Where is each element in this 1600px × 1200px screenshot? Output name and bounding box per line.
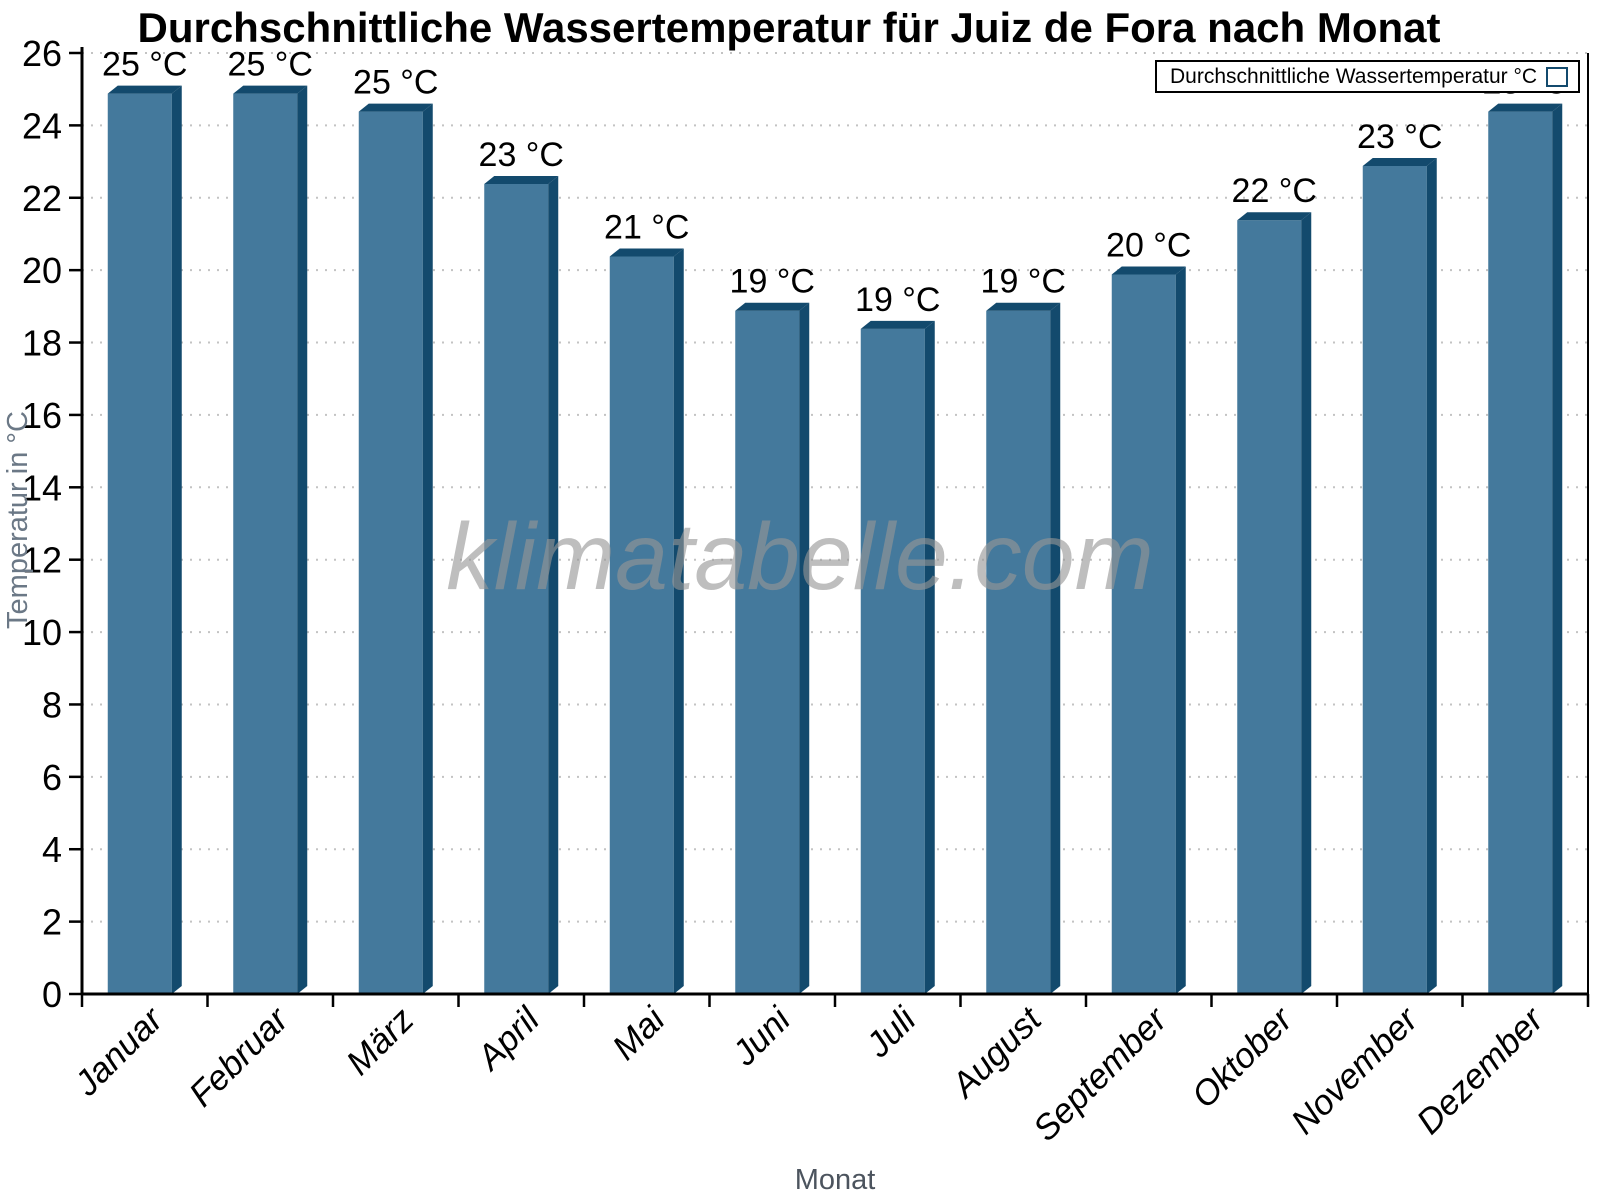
bar-side-november — [1426, 157, 1437, 994]
bar-side-dezember — [1552, 103, 1563, 994]
bar-side-april — [548, 176, 559, 995]
bar-value-label-april: 23 °C — [479, 136, 564, 174]
bar-juli — [860, 320, 935, 994]
bar-side-februar — [297, 85, 308, 995]
y-tick-label-0: 0 — [42, 974, 62, 1015]
y-tick-label-2: 2 — [42, 902, 62, 943]
y-tick-label-6: 6 — [42, 757, 62, 798]
x-category-label-november: November — [1284, 999, 1427, 1142]
bar-mrz — [358, 103, 433, 994]
y-tick-label-10: 10 — [22, 612, 62, 653]
bar-value-label-februar: 25 °C — [228, 46, 313, 84]
bar-side-oktober — [1301, 212, 1312, 994]
bar-side-juli — [924, 320, 935, 994]
x-category-label-april: April — [468, 999, 547, 1078]
bar-januar — [107, 85, 182, 995]
y-tick-label-12: 12 — [22, 540, 62, 581]
bar-september — [1111, 266, 1186, 994]
x-category-label-juni: Juni — [724, 999, 799, 1074]
bar-juni — [735, 302, 810, 994]
bar-front-september — [1111, 274, 1176, 994]
x-category-label-oktober: Oktober — [1184, 999, 1301, 1116]
bar-april — [484, 176, 559, 995]
bar-top-august — [986, 302, 1061, 311]
bar-top-mrz — [358, 103, 433, 112]
x-category-label-september: September — [1026, 999, 1176, 1149]
bar-front-juli — [860, 328, 925, 994]
x-category-label-mrz: März — [339, 1000, 422, 1083]
y-tick-label-26: 26 — [22, 33, 62, 74]
bar-top-februar — [233, 85, 308, 94]
bar-side-mai — [673, 248, 684, 994]
y-tick-label-18: 18 — [22, 323, 62, 364]
bar-front-januar — [107, 93, 172, 995]
bar-front-august — [986, 310, 1051, 994]
bar-top-mai — [609, 248, 684, 257]
bar-top-april — [484, 176, 559, 185]
x-category-label-dezember: Dezember — [1409, 999, 1552, 1142]
bar-value-label-mrz: 25 °C — [353, 64, 438, 102]
bar-front-mrz — [358, 111, 423, 994]
bar-dezember — [1488, 103, 1563, 994]
bar-value-label-september: 20 °C — [1106, 227, 1191, 265]
bar-front-juni — [735, 310, 800, 994]
bar-front-november — [1362, 165, 1427, 994]
bar-top-juli — [860, 320, 935, 329]
bar-side-september — [1175, 266, 1186, 994]
legend-swatch — [1546, 66, 1568, 87]
bar-top-oktober — [1237, 212, 1312, 221]
y-tick-label-24: 24 — [22, 105, 62, 146]
bar-value-label-juni: 19 °C — [730, 263, 815, 301]
bar-oktober — [1237, 212, 1312, 994]
x-axis-title: Monat — [794, 1164, 876, 1196]
y-tick-label-4: 4 — [42, 829, 62, 870]
y-tick-label-8: 8 — [42, 684, 62, 725]
bar-front-dezember — [1488, 111, 1553, 994]
bar-top-dezember — [1488, 103, 1563, 112]
y-tick-label-20: 20 — [22, 250, 62, 291]
bar-front-april — [484, 184, 549, 995]
bar-top-september — [1111, 266, 1186, 275]
bar-side-juni — [799, 302, 810, 994]
bar-side-mrz — [422, 103, 433, 994]
x-category-label-juli: Juli — [858, 999, 924, 1065]
bar-value-label-november: 23 °C — [1357, 118, 1442, 156]
bar-top-juni — [735, 302, 810, 311]
x-category-label-mai: Mai — [605, 999, 673, 1067]
bar-value-label-oktober: 22 °C — [1232, 172, 1317, 210]
bar-side-august — [1050, 302, 1061, 994]
bar-front-oktober — [1237, 220, 1302, 994]
bar-top-november — [1362, 157, 1437, 166]
bar-value-label-januar: 25 °C — [102, 46, 187, 84]
bar-august — [986, 302, 1061, 994]
bar-value-label-juli: 19 °C — [855, 281, 940, 319]
bar-front-februar — [233, 93, 298, 995]
y-tick-label-14: 14 — [22, 467, 62, 508]
y-tick-label-22: 22 — [22, 178, 62, 219]
bar-side-januar — [171, 85, 182, 995]
legend-box: Durchschnittliche Wassertemperatur °C — [1155, 60, 1580, 93]
bar-value-label-august: 19 °C — [981, 263, 1066, 301]
chart-title: Durchschnittliche Wassertemperatur für J… — [137, 4, 1441, 51]
x-category-label-januar: Januar — [66, 999, 171, 1104]
y-tick-label-16: 16 — [22, 395, 62, 436]
bar-front-mai — [609, 256, 674, 994]
bar-november — [1362, 157, 1437, 994]
bar-mai — [609, 248, 684, 994]
x-category-label-februar: Februar — [182, 999, 297, 1114]
legend-label: Durchschnittliche Wassertemperatur °C — [1170, 64, 1538, 88]
bar-februar — [233, 85, 308, 995]
bar-value-label-mai: 21 °C — [604, 208, 689, 246]
bar-top-januar — [107, 85, 182, 94]
x-category-label-august: August — [943, 999, 1050, 1106]
y-axis-title: Temperatur in °C — [2, 411, 34, 629]
